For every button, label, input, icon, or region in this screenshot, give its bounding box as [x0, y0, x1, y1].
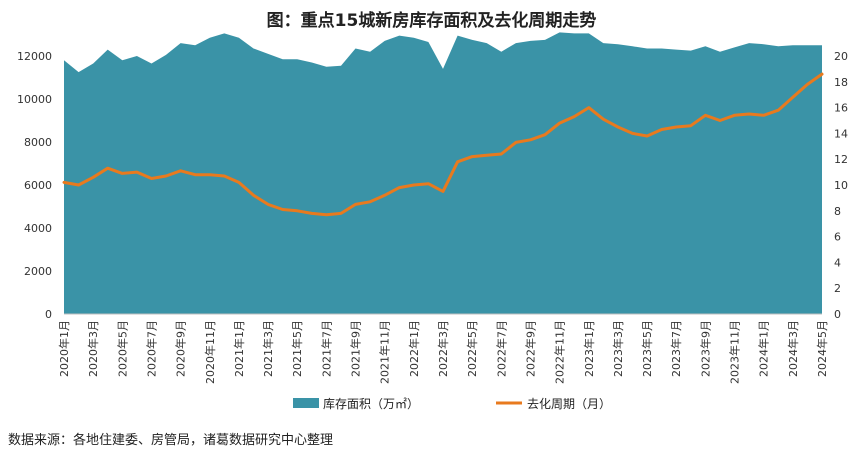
x-tick-label: 2023年9月	[698, 320, 712, 377]
x-tick-label: 2022年9月	[523, 320, 537, 377]
chart-title: 图：重点15城新房库存面积及去化周期走势	[266, 11, 597, 31]
x-tick-label: 2023年3月	[611, 320, 625, 377]
left-tick-label: 2000	[24, 265, 52, 278]
x-tick-label: 2023年11月	[728, 320, 742, 384]
right-tick-label: 14	[834, 127, 848, 140]
x-tick-label: 2024年5月	[815, 320, 829, 377]
x-tick-label: 2020年7月	[144, 320, 158, 377]
legend: 库存面积（万㎡） 去化周期（月）	[293, 396, 611, 411]
right-tick-label: 10	[834, 179, 848, 192]
cycle-line-layer	[62, 72, 824, 217]
left-tick-label: 4000	[24, 222, 52, 235]
x-tick-label: 2020年5月	[115, 320, 129, 377]
x-tick-label: 2020年3月	[86, 320, 100, 377]
x-tick-label: 2022年1月	[407, 320, 421, 377]
left-tick-label: 10000	[17, 93, 52, 106]
x-tick-label: 2020年11月	[203, 320, 217, 384]
left-y-axis: 0 2000 4000 6000 8000 10000 12000	[17, 50, 52, 321]
x-tick-label: 2023年5月	[640, 320, 654, 377]
x-tick-label: 2022年7月	[494, 320, 508, 377]
inventory-area	[64, 32, 822, 315]
x-tick-label: 2024年1月	[757, 320, 771, 377]
left-tick-label: 12000	[17, 50, 52, 63]
x-tick-label: 2020年1月	[57, 320, 71, 377]
left-tick-label: 6000	[24, 179, 52, 192]
x-tick-label: 2023年1月	[582, 320, 596, 377]
right-tick-label: 16	[834, 102, 848, 115]
right-tick-label: 6	[834, 231, 841, 244]
left-tick-label: 8000	[24, 136, 52, 149]
legend-label-inventory: 库存面积（万㎡）	[323, 396, 419, 411]
right-tick-label: 0	[834, 308, 841, 321]
x-tick-label: 2024年3月	[786, 320, 800, 377]
x-axis: 2020年1月 2020年3月 2020年5月 2020年7月 2020年9月 2020年…	[57, 313, 829, 384]
x-tick-label: 2021年3月	[261, 320, 275, 377]
right-tick-label: 2	[834, 282, 841, 295]
x-tick-label: 2021年9月	[349, 320, 363, 377]
left-tick-label: 0	[45, 308, 52, 321]
x-tick-label: 2023年7月	[669, 320, 683, 377]
right-tick-label: 20	[834, 50, 848, 63]
x-tick-label: 2021年1月	[232, 320, 246, 377]
x-tick-label: 2021年5月	[290, 320, 304, 377]
x-tick-label: 2022年3月	[436, 320, 450, 377]
inventory-area-layer	[64, 32, 822, 315]
right-tick-label: 4	[834, 256, 841, 269]
right-y-axis: 0 2 4 6 8 10 12 14 16 18 20	[834, 50, 848, 321]
legend-swatch-inventory	[293, 398, 319, 408]
x-tick-label: 2020年9月	[174, 320, 188, 377]
x-tick-label: 2022年11月	[553, 320, 567, 384]
legend-label-cycle: 去化周期（月）	[527, 397, 611, 411]
x-tick-label: 2021年11月	[378, 320, 392, 384]
x-tick-label: 2022年5月	[465, 320, 479, 377]
x-tick-label: 2021年7月	[319, 320, 333, 377]
right-tick-label: 18	[834, 76, 848, 89]
source-note: 数据来源：各地住建委、房管局，诸葛数据研究中心整理	[8, 433, 334, 448]
cycle-line	[62, 72, 824, 217]
right-tick-label: 12	[834, 153, 848, 166]
right-tick-label: 8	[834, 205, 841, 218]
